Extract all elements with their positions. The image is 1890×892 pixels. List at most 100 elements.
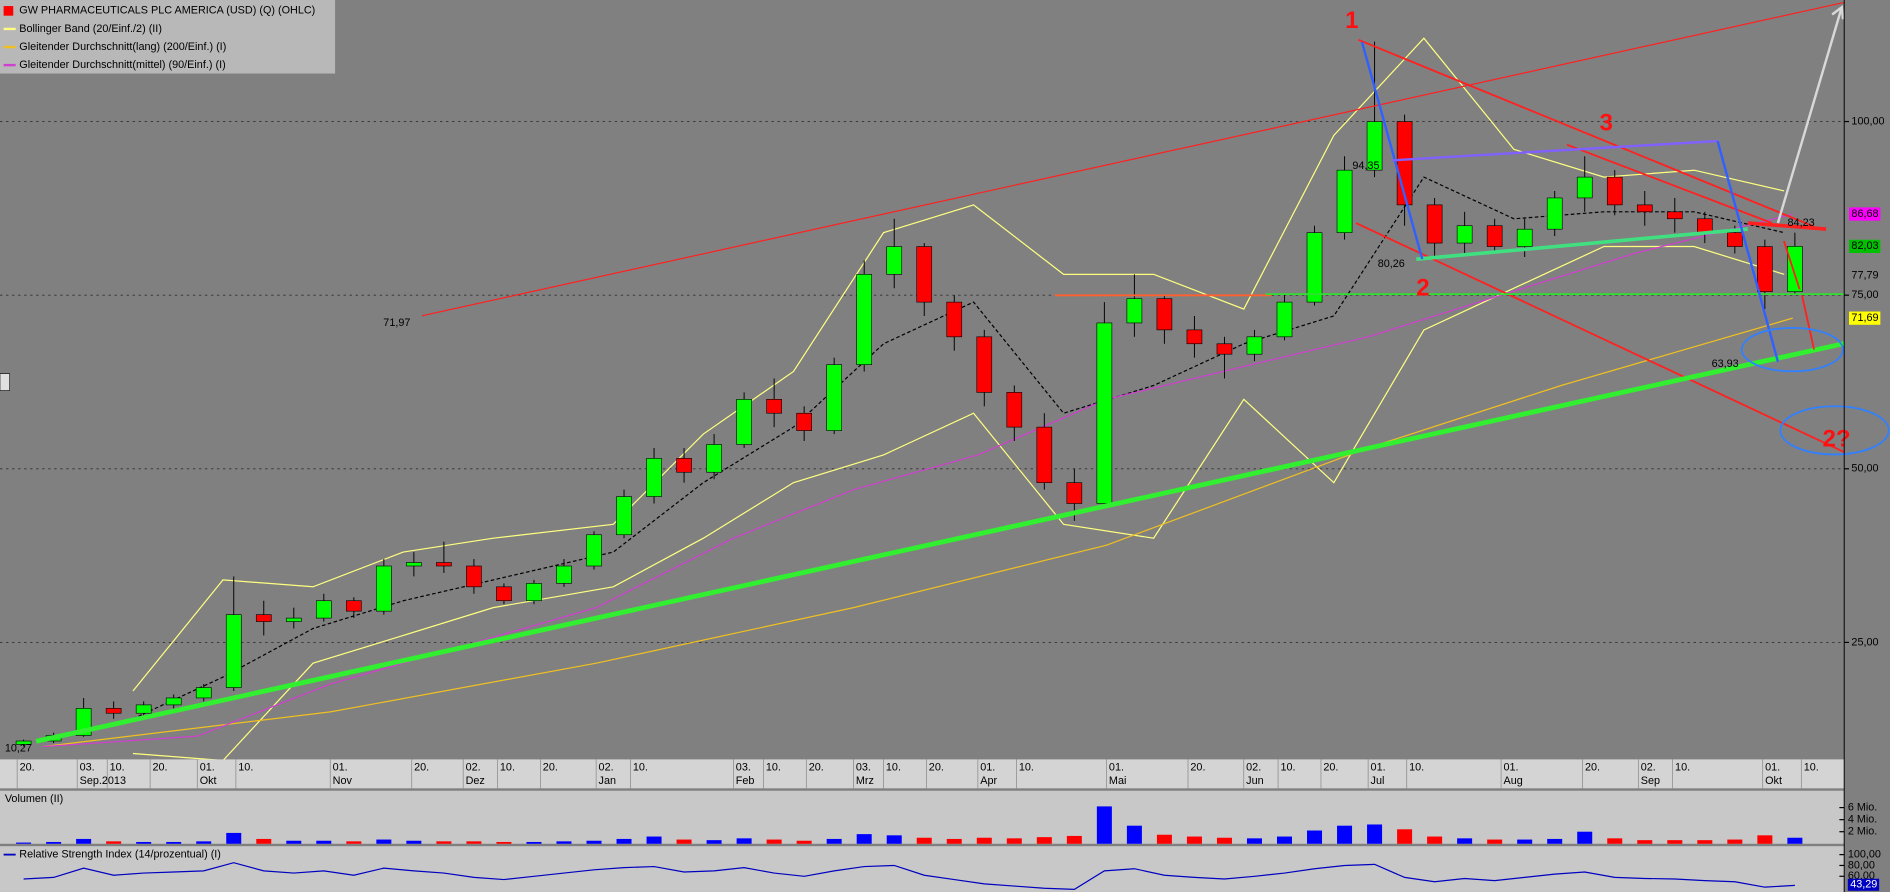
x-tick-label: 20.	[414, 762, 429, 774]
moving-average	[42, 213, 1793, 748]
volume-bar	[1216, 837, 1232, 844]
x-tick-label: 01.	[1504, 762, 1519, 774]
volume-bar	[1246, 838, 1262, 844]
trend-line	[421, 1, 1845, 317]
candle-body	[706, 444, 722, 473]
volume-bar	[826, 838, 842, 844]
x-month-label: Aug	[1504, 775, 1523, 787]
y-tick-label: 100,00	[1851, 115, 1884, 127]
candle-body	[1666, 211, 1683, 220]
x-month-label: Nov	[333, 775, 353, 787]
arrow-head	[1831, 5, 1845, 20]
price-label: 71,69	[1851, 312, 1878, 324]
candle-body	[1066, 482, 1083, 504]
volume-bar	[1036, 837, 1052, 844]
candle-body	[1576, 176, 1593, 199]
candle-body	[165, 697, 182, 706]
price-label-box	[1849, 311, 1881, 325]
arrow	[1801, 295, 1815, 350]
volume-bar	[1517, 839, 1533, 844]
x-tick-label: 10.	[110, 762, 125, 774]
x-tick-label: 10.	[1409, 762, 1424, 774]
candle-body	[1246, 336, 1263, 355]
candle-body	[1336, 169, 1353, 233]
volume-bar	[496, 841, 512, 844]
annotation: 84,23	[1788, 217, 1815, 229]
x-tick-label: 03.	[736, 762, 751, 774]
volume-bar	[856, 834, 872, 844]
trend-line	[1392, 139, 1718, 162]
x-month-label: Jul	[1371, 775, 1385, 787]
candle-body	[1366, 121, 1383, 171]
volume-bar	[706, 840, 722, 844]
candle-body	[976, 336, 993, 393]
legend-swatch	[3, 6, 14, 16]
x-tick-label: 10.	[1804, 762, 1819, 774]
moving-average	[42, 317, 1793, 748]
candle-body	[1096, 322, 1113, 504]
candle-body	[1126, 298, 1143, 324]
rsi-tick-label: 100,00	[1848, 848, 1881, 860]
volume-bar	[1397, 829, 1413, 844]
candle-body	[1757, 246, 1773, 292]
x-tick-label: 02.	[466, 762, 481, 774]
candle-body	[1306, 232, 1323, 303]
candle-body	[1006, 392, 1023, 428]
scroll-button[interactable]	[0, 373, 10, 391]
candle-body	[225, 614, 242, 688]
arrow	[1783, 240, 1801, 290]
trend-line	[1747, 221, 1827, 231]
candle-body	[1426, 204, 1443, 244]
x-tick-label: 01.	[1765, 762, 1780, 774]
x-tick-label: 10.	[766, 762, 781, 774]
candle-body	[856, 274, 873, 365]
volume-bar	[1126, 825, 1142, 844]
candle-body	[796, 412, 812, 431]
candle-body	[1156, 298, 1173, 331]
candle-body	[1787, 246, 1803, 292]
annotation: 3	[1600, 110, 1613, 137]
annotation: 2?	[1823, 425, 1851, 452]
volume-bar	[136, 841, 152, 844]
candle-body	[1697, 218, 1713, 233]
candle-body	[646, 458, 662, 497]
candle-body	[436, 562, 452, 567]
candle-body	[736, 399, 752, 445]
x-month-label: Apr	[980, 775, 997, 787]
volume-bar	[406, 840, 422, 844]
candle-body	[1276, 301, 1293, 338]
annotation: 63,93	[1712, 358, 1739, 370]
candle-body	[346, 600, 362, 612]
x-axis-strip	[0, 759, 1845, 789]
volume-bar	[646, 836, 662, 844]
x-tick-label: 10.	[1675, 762, 1690, 774]
volume-bar	[1186, 836, 1202, 844]
volume-bar	[1577, 831, 1593, 844]
x-tick-label: 01.	[980, 762, 995, 774]
volume-bar	[916, 837, 932, 844]
volume-bar	[946, 838, 962, 844]
volume-bar	[106, 841, 122, 844]
circle-mark	[1740, 326, 1844, 373]
candle-body	[826, 364, 842, 431]
x-tick-label: 10.	[500, 762, 515, 774]
volume-bar	[466, 841, 482, 844]
volume-bar	[256, 838, 272, 844]
x-tick-label: 20.	[1323, 762, 1338, 774]
volume-bar	[1697, 840, 1713, 844]
price-label-box	[1849, 239, 1881, 253]
trend-line	[35, 341, 1845, 744]
indicator-layer	[42, 37, 1793, 762]
trend-line	[1360, 41, 1424, 260]
rsi-last-box	[1847, 878, 1880, 891]
volume-bar	[1667, 840, 1683, 844]
x-tick-label: 10.	[886, 762, 901, 774]
trend-line	[1416, 227, 1748, 261]
candle-body	[526, 583, 542, 602]
volume-bar	[1757, 835, 1773, 844]
candle-body	[406, 562, 422, 567]
x-tick-label: 20.	[20, 762, 35, 774]
y-tick-label: 50,00	[1851, 463, 1878, 475]
candle-body	[766, 399, 782, 414]
candle-body	[135, 704, 152, 714]
